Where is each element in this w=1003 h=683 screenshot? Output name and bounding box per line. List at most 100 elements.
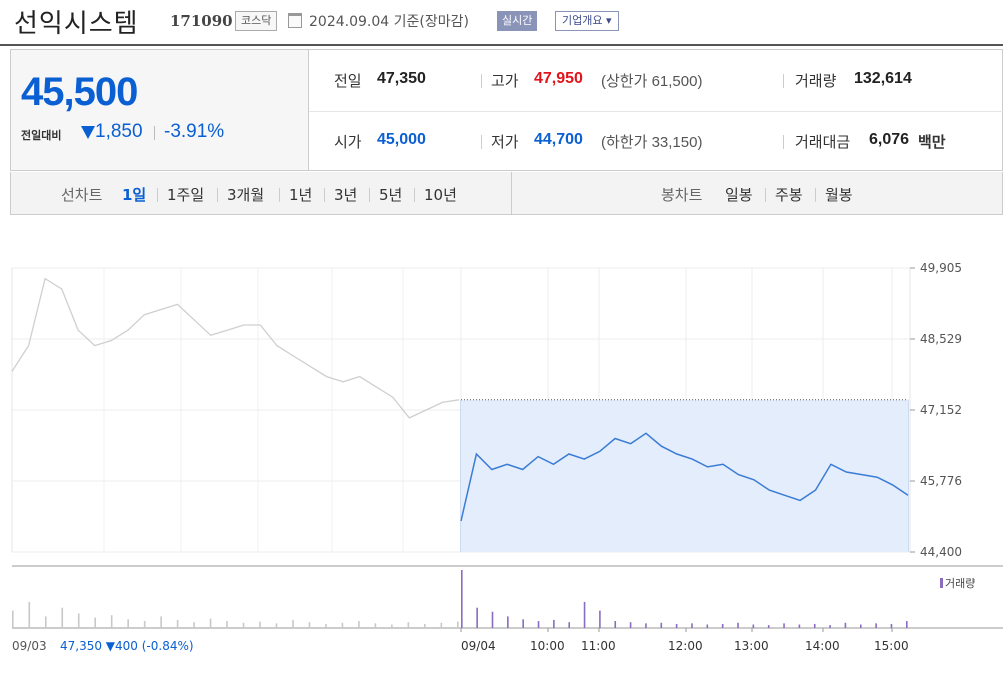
volume-bar	[374, 623, 377, 628]
volume-bar	[127, 619, 129, 628]
divider	[369, 188, 370, 202]
candle-monthly[interactable]: 월봉	[825, 186, 853, 204]
volume-bar	[94, 617, 97, 628]
series-line-0904	[460, 432, 909, 522]
volume-bar	[629, 622, 632, 628]
volume-bar	[522, 619, 524, 628]
volume-bar	[660, 622, 663, 628]
trade-value-unit: 백만	[918, 133, 946, 151]
divider	[154, 126, 155, 140]
period-1w[interactable]: 1주일	[167, 186, 205, 204]
volume-bar	[292, 619, 294, 628]
volume-bar	[706, 624, 709, 628]
volume-bar	[12, 610, 14, 628]
candle-chart-label: 봉차트	[661, 186, 703, 204]
candle-weekly[interactable]: 주봉	[775, 186, 803, 204]
divider	[783, 135, 784, 149]
volume-bar	[553, 619, 555, 628]
volume-bar	[675, 623, 678, 628]
prev-close-label: 전일	[334, 72, 362, 90]
divider	[217, 188, 218, 202]
x-tick-label: 15:00	[874, 639, 909, 653]
divider	[414, 188, 415, 202]
x-tick-label: 11:00	[581, 639, 616, 653]
x-axis-labels: 09/04 10:00 11:00 12:00 13:00 14:00 15:00	[460, 628, 909, 653]
volume-bar	[457, 621, 459, 628]
volume-bar	[783, 623, 785, 628]
realtime-button[interactable]: 실시간	[497, 11, 538, 31]
volume-bar	[160, 616, 162, 628]
prev-close-value: 47,350	[377, 70, 426, 87]
period-1d[interactable]: 1일	[122, 186, 147, 204]
divider	[765, 188, 766, 202]
divider	[279, 188, 280, 202]
volume-bar	[391, 624, 393, 628]
candle-daily[interactable]: 일봉	[725, 186, 753, 204]
y-tick-label: 48,529	[920, 332, 962, 346]
period-bar: 선차트 1일 1주일 3개월 1년 3년 5년 10년 봉차트 일봉 주봉 월봉	[10, 172, 1003, 215]
open-label: 시가	[334, 133, 362, 151]
volume-bar	[242, 622, 245, 628]
volume-bar	[890, 623, 893, 628]
volume-bar	[906, 621, 908, 628]
volume-bar	[275, 623, 278, 628]
price-panel: 45,500 전일대비 1,850 -3.91%	[11, 50, 309, 170]
volume-bar	[721, 623, 724, 628]
period-1y[interactable]: 1년	[289, 186, 313, 204]
volume-bar	[813, 623, 816, 628]
volume-bar	[875, 623, 877, 628]
divider	[157, 188, 158, 202]
volume-bar	[737, 622, 739, 628]
divider	[324, 188, 325, 202]
period-3m[interactable]: 3개월	[227, 186, 265, 204]
intraday-chart: 49,905 48,529 47,152 45,776 44,400 09/04 10:0…	[11, 261, 1003, 653]
divider	[783, 74, 784, 88]
y-tick-label: 45,776	[920, 474, 962, 488]
x-tick-label: 13:00	[734, 639, 769, 653]
divider	[511, 172, 512, 214]
change-amount: 1,850	[95, 121, 143, 142]
volume-bar	[491, 611, 494, 628]
volume-legend: 거래량	[945, 577, 975, 590]
x-tick-label: 09/04	[461, 639, 496, 653]
volume-bar	[44, 616, 47, 628]
x-tick-label: 14:00	[805, 639, 840, 653]
period-5y[interactable]: 5년	[379, 186, 403, 204]
change-percent: -3.91%	[164, 121, 225, 142]
page-header: 선익시스템 171090 코스닥 2024.09.04 기준(장마감) 실시간 …	[0, 0, 1003, 46]
volume-bar	[507, 616, 509, 628]
volume-bar	[614, 621, 617, 628]
prev-day-label: 09/03	[12, 639, 47, 653]
current-price: 45,500	[21, 70, 138, 114]
y-tick-label: 44,400	[920, 545, 962, 559]
volume-bar	[358, 621, 360, 628]
prev-compare-label: 전일대비	[21, 129, 62, 142]
volume-bar	[568, 622, 571, 628]
date-text: 2024.09.04 기준(장마감)	[309, 14, 469, 30]
volume-bar	[176, 619, 179, 628]
volume-bar	[645, 623, 647, 628]
volume-bar	[143, 621, 146, 628]
volume-bar	[691, 623, 693, 628]
calendar-icon	[288, 13, 302, 28]
down-arrow-icon	[81, 126, 95, 139]
high-label: 고가	[491, 72, 519, 90]
volume-bar	[752, 624, 755, 628]
company-overview-button[interactable]: 기업개요 ▾	[555, 11, 619, 31]
y-axis-labels: 49,905 48,529 47,152 45,776 44,400	[920, 261, 962, 559]
company-name[interactable]: 선익시스템	[14, 9, 139, 39]
low-value: 44,700	[534, 131, 583, 148]
volume-bar	[226, 621, 228, 628]
volume-bar	[61, 607, 64, 628]
y-tick-label: 47,152	[920, 403, 962, 417]
volume-bar	[537, 621, 540, 628]
prev-day-summary: 47,350 ▼400 (-0.84%)	[60, 639, 194, 653]
period-3y[interactable]: 3년	[334, 186, 358, 204]
volume-bar	[859, 624, 862, 628]
volume-bar	[461, 570, 463, 628]
volume-value: 132,614	[854, 70, 912, 87]
volume-bar	[110, 615, 113, 628]
period-10y[interactable]: 10년	[424, 186, 457, 204]
market-badge: 코스닥	[235, 11, 278, 31]
volume-bar	[259, 621, 261, 628]
